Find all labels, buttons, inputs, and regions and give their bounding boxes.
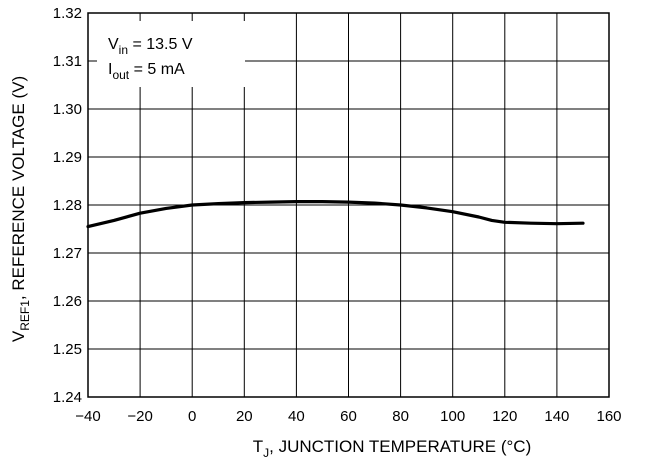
x-axis-title-symbol: T <box>253 437 263 456</box>
annotation-vin-subscript: in <box>119 43 128 57</box>
x-tick-label: 120 <box>492 408 517 425</box>
x-tick-label: 140 <box>544 408 569 425</box>
annotation-iout: Iout = 5 mA <box>108 61 185 82</box>
x-tick-label: −40 <box>75 408 100 425</box>
y-tick-label: 1.27 <box>53 245 82 262</box>
y-tick-label: 1.24 <box>53 389 82 406</box>
y-tick-label: 1.32 <box>53 5 82 22</box>
x-tick-label: 100 <box>440 408 465 425</box>
x-tick-label: 160 <box>596 408 621 425</box>
y-tick-label: 1.28 <box>53 197 82 214</box>
plot-frame <box>87 12 610 398</box>
y-axis-title: VREF1, REFERENCE VOLTAGE (V) <box>9 76 32 342</box>
x-tick-label: −20 <box>127 408 152 425</box>
annotation-vin: Vin = 13.5 V <box>108 36 193 57</box>
y-axis-title-symbol: V <box>9 330 28 342</box>
y-tick-label: 1.25 <box>53 341 82 358</box>
annotation-vin-value: = 13.5 V <box>128 36 193 53</box>
annotation-iout-subscript: out <box>112 68 129 82</box>
x-tick-label: 20 <box>236 408 253 425</box>
annotation-iout-symbol: I <box>108 61 112 78</box>
y-tick-label: 1.26 <box>53 293 82 310</box>
x-tick-label: 0 <box>188 408 196 425</box>
y-axis-title-text: , REFERENCE VOLTAGE (V) <box>9 76 28 300</box>
y-axis-title-subscript: REF1 <box>18 300 32 331</box>
y-tick-label: 1.29 <box>53 149 82 166</box>
y-tick-labels: 1.24 1.25 1.26 1.27 1.28 1.29 1.30 1.31 1.32 <box>53 5 82 406</box>
x-axis-title-subscript: J <box>263 446 269 460</box>
y-tick-label: 1.31 <box>53 53 82 70</box>
y-tick-label: 1.30 <box>53 101 82 118</box>
x-tick-label: 60 <box>340 408 357 425</box>
annotation-box: Vin = 13.5 V Iout = 5 mA <box>97 21 245 87</box>
annotation-background <box>97 21 245 87</box>
annotation-vin-symbol: V <box>108 36 119 53</box>
annotation-iout-value: = 5 mA <box>129 61 185 78</box>
x-axis-title: TJ, JUNCTION TEMPERATURE (°C) <box>253 437 532 460</box>
x-tick-labels: −40 −20 0 20 40 60 80 100 120 140 160 <box>75 408 621 425</box>
x-tick-label: 80 <box>392 408 409 425</box>
series-line-vref1 <box>86 200 585 229</box>
x-tick-label: 40 <box>288 408 305 425</box>
x-axis-title-text: , JUNCTION TEMPERATURE (°C) <box>269 437 531 456</box>
